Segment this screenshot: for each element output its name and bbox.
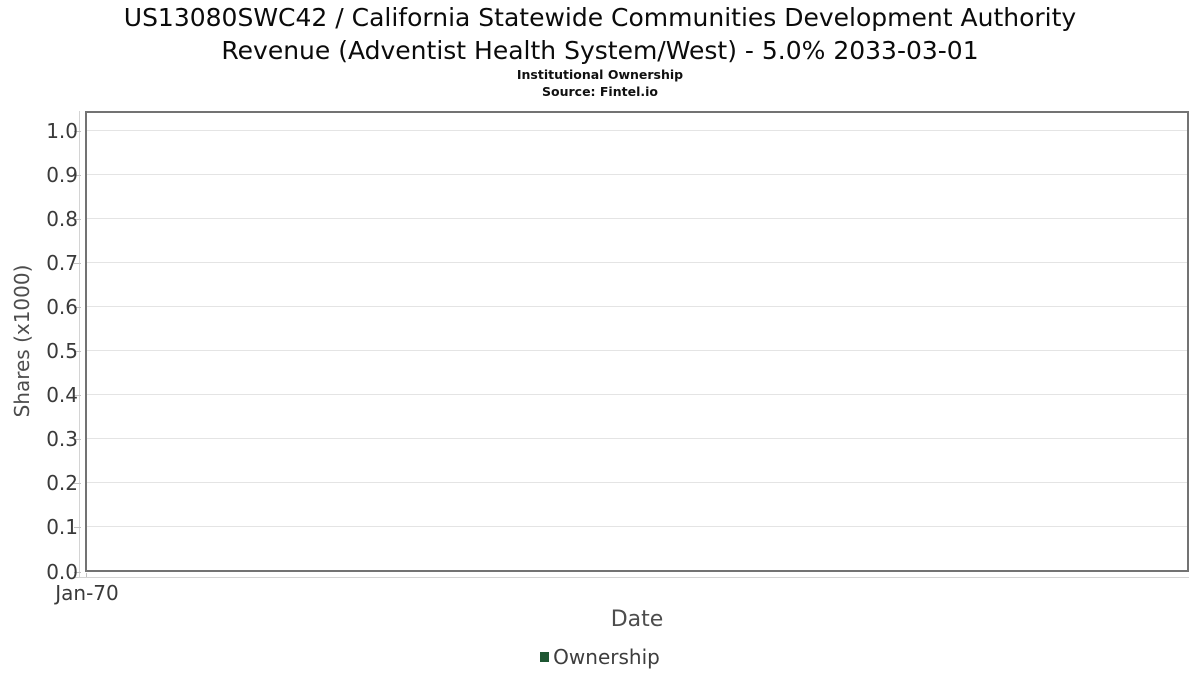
chart-subtitle: Institutional Ownership [516, 67, 684, 82]
gridline-y-0.6 [87, 305, 1187, 307]
y-tick-mark-0.3 [74, 439, 81, 440]
y-tick-mark-0.0 [74, 572, 81, 573]
gridline-y-0.1 [87, 526, 1187, 528]
chart-source: Source: Fintel.io [542, 84, 658, 99]
y-tick-label-0.5: 0.5 [46, 339, 78, 363]
y-tick-mark-0.4 [74, 395, 81, 396]
y-tick-label-0.2: 0.2 [46, 471, 78, 495]
plot-area [85, 111, 1189, 572]
gridline-y-0.5 [87, 350, 1187, 351]
chart-title-line-1: US13080SWC42 / California Statewide Comm… [123, 3, 1077, 32]
y-tick-mark-0.1 [74, 527, 81, 528]
y-tick-mark-0.5 [74, 351, 81, 352]
gridline-y-0.9 [87, 173, 1187, 175]
y-tick-label-0.6: 0.6 [46, 295, 78, 319]
y-tick-mark-0.8 [74, 219, 81, 220]
y-tick-label-0.3: 0.3 [46, 427, 78, 451]
y-tick-label-0.1: 0.1 [46, 515, 78, 539]
gridline-y-0.2 [87, 482, 1187, 484]
gridline-y-0.8 [87, 217, 1187, 219]
chart-title-line-2: Revenue (Adventist Health System/West) -… [221, 36, 979, 65]
gridline-y-0.4 [87, 394, 1187, 396]
y-tick-mark-0.2 [74, 483, 81, 484]
y-tick-mark-1.0 [74, 131, 81, 132]
y-tick-mark-0.7 [74, 263, 81, 264]
gridline-y-0.3 [87, 438, 1187, 440]
y-tick-mark-0.9 [74, 175, 81, 176]
x-tick-mark-jan-70 [86, 573, 87, 577]
gridline-y-1.0 [87, 129, 1187, 131]
x-axis-label: Date [610, 607, 664, 632]
y-tick-label-1.0: 1.0 [46, 119, 78, 143]
y-axis-line [79, 111, 80, 578]
y-tick-label-0.7: 0.7 [46, 251, 78, 275]
legend-label-ownership: Ownership [553, 645, 660, 669]
y-tick-mark-0.6 [74, 307, 81, 308]
legend-marker-ownership [540, 652, 550, 662]
gridline-y-0.7 [87, 261, 1187, 263]
y-tick-label-0.8: 0.8 [46, 207, 78, 231]
y-tick-label-0.9: 0.9 [46, 163, 78, 187]
legend: Ownership [0, 645, 1200, 669]
y-tick-label-0.4: 0.4 [46, 383, 78, 407]
x-axis-line [73, 577, 1189, 578]
x-tick-label-jan-70: Jan-70 [55, 581, 119, 605]
y-tick-label-0.0: 0.0 [46, 560, 78, 584]
